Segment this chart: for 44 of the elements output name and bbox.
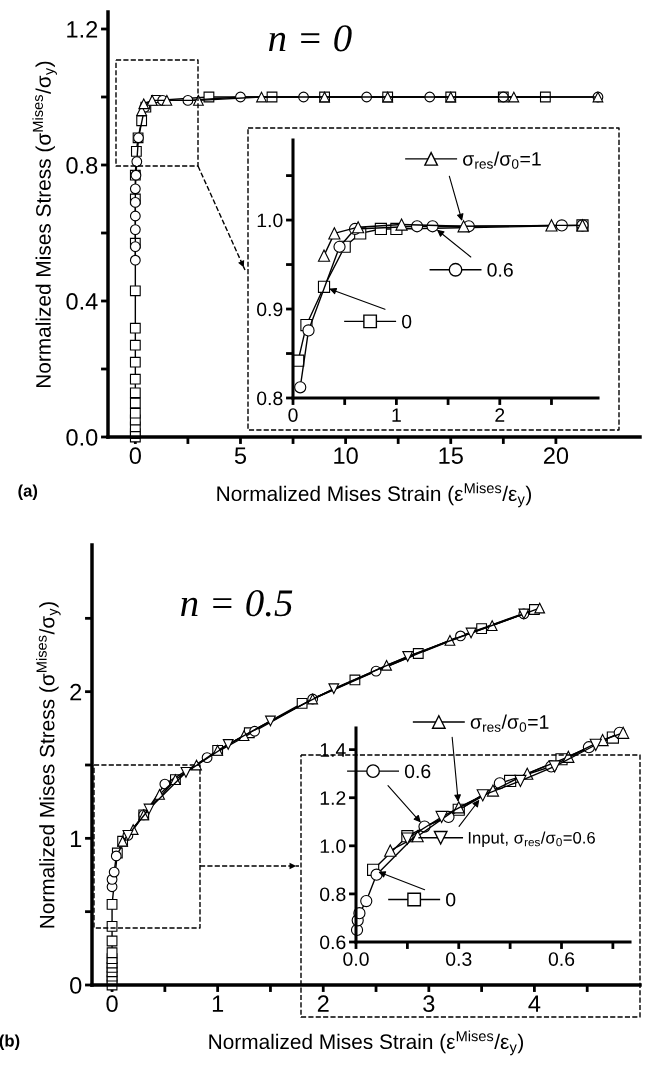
y-tick-label: 1.0	[320, 839, 346, 854]
text: 0.0	[343, 952, 369, 966]
y-tick-label: 1.4	[320, 743, 346, 757]
x-tick-label: 1	[212, 995, 224, 1012]
text: (a)	[18, 484, 38, 501]
x-tick-label: 3	[423, 995, 435, 1013]
y-tick-label: 0.8	[320, 887, 346, 902]
legend-label: 0	[402, 314, 412, 329]
y-tick-label: 1	[70, 830, 82, 847]
x-tick-label: 0.3	[446, 952, 472, 966]
x-tick-label: 1	[392, 408, 401, 422]
x-tick-label: 2	[495, 408, 505, 422]
x-axis-title: Normalized Mises Strain (ε$^{Mises}$/ε$_{y}$)	[217, 482, 532, 508]
legend-label: 0.6	[404, 764, 431, 779]
y-tick-label: 1.2	[320, 791, 346, 805]
x-tick-label: 0	[288, 408, 298, 422]
y-tick-label: 2	[70, 683, 82, 701]
legend-label: Input, σ$_{res}$/σ$_{0}$=0.6	[468, 831, 595, 847]
y-axis-title: Normalized Mises Stress (σ$^{Mises}$/σ$_{y}$)	[32, 61, 57, 388]
annotation: n = 0	[268, 25, 352, 52]
annotation: n = 0.5	[181, 590, 293, 617]
y-axis-title: Normalized Mises Stress (σ$^{Mises}$/σ$_{y}$)	[36, 602, 61, 928]
legend-label: σ$_{res}$/σ$_{0}$=1	[470, 714, 549, 732]
x-axis-title: Normalized Mises Strain (ε$^{Mises}$/ε$_{y}$)	[209, 1030, 524, 1056]
x-tick-label: 0	[129, 447, 141, 465]
y-tick-label: 0.8	[257, 391, 283, 406]
text: (b)	[0, 1034, 20, 1050]
x-tick-label: 15	[439, 447, 463, 465]
y-tick-label: 0.9	[257, 302, 283, 317]
x-tick-label: 5	[234, 447, 247, 465]
y-tick-label: 1.2	[67, 21, 98, 38]
y-tick-label: 1.0	[257, 213, 283, 228]
x-tick-label: 20	[543, 447, 569, 465]
y-tick-label: 0.6	[320, 935, 346, 950]
y-tick-label: 0	[70, 977, 82, 994]
x-tick-label: 4	[528, 995, 541, 1012]
y-tick-label: 0.8	[66, 157, 98, 174]
x-tick-label: 10	[334, 447, 358, 465]
legend-label: 0.6	[487, 263, 513, 277]
x-tick-label: 0	[106, 995, 118, 1013]
legend-label: 0	[446, 892, 456, 907]
y-tick-label: 0.4	[66, 293, 98, 310]
legend-label: σ$_{res}$/σ$_{0}$=1	[463, 151, 541, 169]
text: 0.0	[66, 429, 98, 446]
